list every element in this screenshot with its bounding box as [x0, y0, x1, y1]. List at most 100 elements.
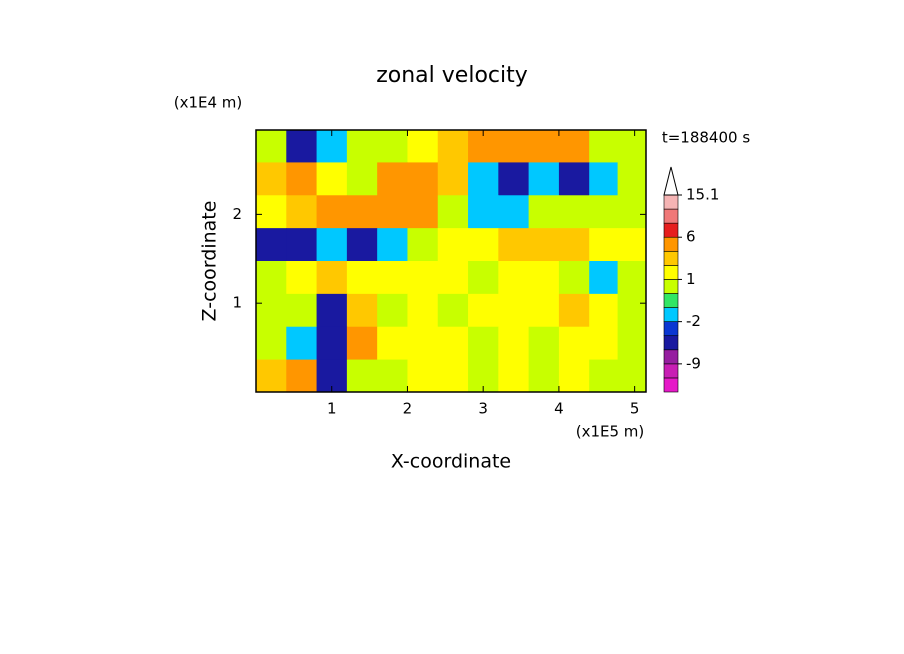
contour-cell	[528, 228, 560, 262]
colorbar-tick-label: -2	[686, 312, 701, 330]
colorbar-box	[663, 222, 679, 238]
contour-cell	[286, 195, 318, 229]
contour-cell	[558, 359, 590, 393]
contour-cell	[286, 359, 318, 393]
contour-cell	[437, 326, 469, 361]
contour-cell	[407, 293, 439, 328]
contour-cell	[377, 130, 408, 163]
contour-cell	[528, 130, 560, 163]
x-tick-label: 5	[630, 400, 640, 418]
x-tick-label: 1	[327, 400, 337, 418]
contour-cell	[407, 228, 439, 262]
contour-cell	[437, 293, 469, 328]
contour-cell	[528, 326, 560, 361]
colorbar-box	[663, 250, 679, 266]
contour-cell	[316, 162, 348, 196]
colorbar-box	[663, 335, 679, 351]
contour-cell	[498, 195, 530, 229]
contour-cell	[589, 261, 619, 295]
chart-title: zonal velocity	[376, 63, 528, 88]
contour-cell	[316, 293, 348, 328]
y-tick-label: 2	[232, 205, 242, 223]
contour-cell	[377, 228, 408, 262]
contour-cell	[589, 326, 619, 361]
contour-cell	[528, 261, 560, 295]
contour-cell	[468, 293, 499, 328]
plot-frame	[255, 129, 647, 393]
contour-cell	[468, 228, 499, 262]
contour-cell	[558, 162, 590, 196]
contour-cell	[558, 195, 590, 229]
contour-cell	[346, 162, 378, 196]
contour-cell	[377, 195, 408, 229]
contour-cell	[558, 261, 590, 295]
x-tick-label: 3	[478, 400, 488, 418]
contour-cell	[437, 228, 469, 262]
contour-cell	[256, 195, 287, 229]
colorbar-box	[663, 265, 679, 280]
contour-cell	[617, 326, 647, 361]
contour-cell	[256, 162, 287, 196]
contour-cell	[346, 326, 378, 361]
contour-cell	[377, 326, 408, 361]
contour-cell	[589, 195, 619, 229]
contour-cell	[589, 293, 619, 328]
contour-cell	[498, 162, 530, 196]
contour-cell	[256, 359, 287, 393]
contour-cell	[528, 359, 560, 393]
colorbar-box	[663, 377, 679, 393]
contour-cell	[528, 162, 560, 196]
x-tick-label: 2	[403, 400, 413, 418]
contour-cell	[256, 228, 287, 262]
contour-cell	[528, 195, 560, 229]
contour-cell	[377, 261, 408, 295]
colorbar-box	[663, 363, 679, 379]
contour-cell	[589, 162, 619, 196]
colorbar-tick-label: 15.1	[686, 186, 719, 204]
contour-cell	[286, 162, 318, 196]
contour-cell	[346, 130, 378, 163]
time-label: t=188400 s	[662, 129, 750, 147]
contour-cell	[498, 293, 530, 328]
contour-cell	[498, 326, 530, 361]
contour-cell	[589, 228, 619, 262]
contour-cell	[558, 130, 590, 163]
colorbar-tick-label: 1	[686, 270, 696, 288]
colorbar-tick-label: -9	[686, 354, 701, 372]
contour-cell	[256, 261, 287, 295]
contour-cell	[286, 130, 318, 163]
contour-cell	[377, 293, 408, 328]
contour-cell	[558, 293, 590, 328]
contour-cell	[498, 228, 530, 262]
y-axis-title: Z-coordinate	[199, 201, 221, 322]
y-tick-label: 1	[232, 294, 242, 312]
contour-cell	[407, 359, 439, 393]
contour-cell	[468, 162, 499, 196]
contour-cell	[377, 162, 408, 196]
colorbar-box	[663, 279, 679, 294]
contour-cell	[286, 228, 318, 262]
contour-cell	[437, 162, 469, 196]
colorbar-box	[663, 321, 679, 337]
contour-cell	[407, 326, 439, 361]
contour-cell	[286, 293, 318, 328]
colorbar-box	[663, 349, 679, 365]
colorbar-box	[663, 194, 679, 210]
contour-cell	[528, 293, 560, 328]
colorbar-box	[663, 236, 679, 252]
contour-cell	[617, 130, 647, 163]
contour-cell	[316, 228, 348, 262]
contour-cell	[589, 359, 619, 393]
contour-cell	[407, 195, 439, 229]
colorbar-box	[663, 307, 679, 322]
contour-cell	[558, 326, 590, 361]
contour-cell	[437, 130, 469, 163]
colorbar-box	[663, 208, 679, 224]
contour-cell	[498, 130, 530, 163]
contour-cell	[346, 195, 378, 229]
contour-cell	[437, 261, 469, 295]
contour-cell	[498, 359, 530, 393]
contour-cell	[617, 261, 647, 295]
contour-cell	[346, 359, 378, 393]
